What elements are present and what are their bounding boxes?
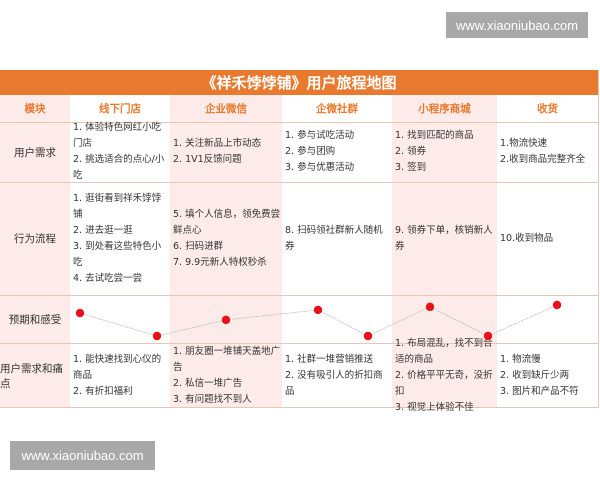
table-cell: 1. 体验特色网红小吃门店 2. 挑选适合的点心/小吃: [70, 122, 170, 182]
cell-line: 2. 收到缺斤少两: [500, 369, 570, 381]
cell-line: 1. 参与试吃活动: [285, 130, 355, 141]
row-divider: [0, 122, 598, 123]
cell-line: 2. 进去逛一逛: [73, 224, 133, 236]
expectation-point: [363, 331, 373, 341]
table-cell: 1. 朋友圈一堆铺天盖地广告 2. 私信一堆广告 3. 有问题找不到人: [170, 343, 282, 408]
table-cell: 1.物流快速 2.收到商品完整齐全: [497, 122, 598, 182]
column-bg: [0, 95, 70, 408]
table-cell: 9. 领券下单，核销新人券: [392, 182, 497, 295]
cell-line: 3. 有问题找不到人: [173, 393, 252, 405]
table-cell: 1. 找到匹配的商品 2. 领券 3. 签到: [392, 122, 497, 182]
cell-line: 2. 私信一堆广告: [173, 377, 243, 389]
row-label: 用户需求: [14, 146, 56, 159]
column-bg: [170, 95, 282, 408]
table-cell: 1. 逛街看到祥禾饽饽铺 2. 进去逛一逛 3. 到处看这些特色小吃 4. 去试吃尝一…: [70, 182, 170, 295]
cell-line: 2. 参与团购: [285, 146, 336, 157]
column-header: 收货: [537, 103, 558, 115]
cell-line: 1. 体验特色网红小吃门店: [73, 122, 162, 149]
row-divider: [0, 295, 598, 296]
cell-line: 1.物流快速: [500, 138, 548, 149]
curve-segment: [225, 309, 319, 321]
column-header: 小程序商城: [418, 103, 471, 115]
row-label: 行为流程: [14, 233, 56, 245]
cell-line: 2. 挑选适合的点心/小吃: [73, 154, 165, 181]
expectation-point: [552, 300, 562, 310]
cell-line: 1. 找到匹配的商品: [395, 130, 474, 141]
cell-line: 1. 朋友圈一堆铺天盖地广告: [173, 345, 281, 373]
cell-line: 1. 物流慢: [500, 353, 541, 365]
cell-line: 3. 签到: [395, 162, 427, 173]
cell-line: 10.收到物品: [500, 232, 554, 244]
cell-line: 7. 9.9元新人特权秒杀: [173, 256, 267, 268]
column-header: 线下门店: [99, 103, 141, 115]
watermark-top: www.xiaoniubao.com: [446, 12, 588, 38]
cell-line: 2. 领券: [395, 146, 427, 157]
column-header: 企业微信: [205, 103, 247, 115]
table-cell: 1. 社群一堆营销推送 2. 没有吸引人的折扣商品: [282, 343, 392, 408]
row-divider: [0, 343, 598, 344]
table-cell: 8. 扫码领社群新人随机券: [282, 182, 392, 295]
expectation-point: [152, 331, 162, 341]
expectation-point: [483, 331, 493, 341]
curve-segment: [156, 319, 227, 337]
journey-map-table: 《祥禾饽饽铺》用户旅程地图 模块 线下门店 企业微信 企微社群 小程序商城 收货用户需求 1…: [0, 70, 599, 413]
cell-line: 3. 图片和产品不符: [500, 385, 579, 397]
curve-segment: [79, 312, 158, 337]
column-bg: [392, 95, 497, 408]
cell-line: 2. 没有吸引人的折扣商品: [285, 369, 383, 397]
table-cell: 10.收到物品: [497, 182, 598, 295]
column-header: 企微社群: [316, 103, 358, 115]
expectation-point: [75, 308, 85, 318]
row-divider: [0, 407, 598, 408]
column-header: 模块: [24, 103, 46, 115]
row-label: 用户需求和痛点: [0, 362, 63, 390]
cell-line: 2. 1V1反馈问题: [173, 154, 242, 165]
watermark-bottom: www.xiaoniubao.com: [10, 441, 155, 470]
cell-line: 9. 领券下单，核销新人券: [395, 224, 493, 252]
cell-line: 6. 扫码进群: [173, 240, 224, 252]
table-cell: 1. 能快速找到心仪的商品 2. 有折扣福利: [70, 343, 170, 408]
cell-line: 4. 去试吃尝一尝: [73, 272, 143, 284]
table-cell: 1. 参与试吃活动 2. 参与团购 3. 参与优惠活动: [282, 122, 392, 182]
expectation-curve: [75, 300, 562, 341]
cell-line: 3. 视觉上体验不佳: [395, 401, 474, 413]
cell-line: 3. 到处看这些特色小吃: [73, 240, 162, 268]
table-cell: 1. 关注新品上市动态 2. 1V1反馈问题: [170, 122, 282, 182]
cell-line: 1. 逛街看到祥禾饽饽铺: [73, 192, 162, 220]
expectation-point: [313, 305, 323, 315]
cell-line: 1. 能快速找到心仪的商品: [73, 353, 162, 381]
row-label: 预期和感受: [8, 313, 62, 326]
table-cell: 5. 填个人信息，领免费尝鲜点心 6. 扫码进群 7. 9.9元新人特权秒杀: [170, 182, 282, 295]
table-cell: 1. 物流慢 2. 收到缺斤少两 3. 图片和产品不符: [497, 343, 598, 408]
expectation-point: [425, 302, 435, 312]
cell-line: 2. 有折扣福利: [73, 385, 133, 397]
cell-line: 5. 填个人信息，领免费尝鲜点心: [173, 208, 281, 236]
expectation-point: [221, 315, 231, 325]
cell-line: 1. 关注新品上市动态: [173, 138, 262, 149]
cell-line: 2. 价格平平无奇，没折扣: [395, 369, 493, 397]
cell-line: 1. 社群一堆营销推送: [285, 353, 374, 365]
curve-segment: [367, 306, 431, 337]
cell-line: 1. 布局混乱，找不到合适的商品: [395, 337, 493, 365]
curve-segment: [487, 304, 558, 337]
cell-line: 3. 参与优惠活动: [285, 162, 355, 173]
page-title: 《祥禾饽饽铺》用户旅程地图: [0, 70, 598, 95]
cell-line: 2.收到商品完整齐全: [500, 154, 586, 165]
curve-segment: [317, 309, 369, 337]
table-cell: 1. 布局混乱，找不到合适的商品 2. 价格平平无奇，没折扣 3. 视觉上体验不佳: [392, 338, 497, 413]
row-divider: [0, 182, 598, 183]
curve-segment: [429, 306, 489, 337]
cell-line: 8. 扫码领社群新人随机券: [285, 224, 383, 252]
